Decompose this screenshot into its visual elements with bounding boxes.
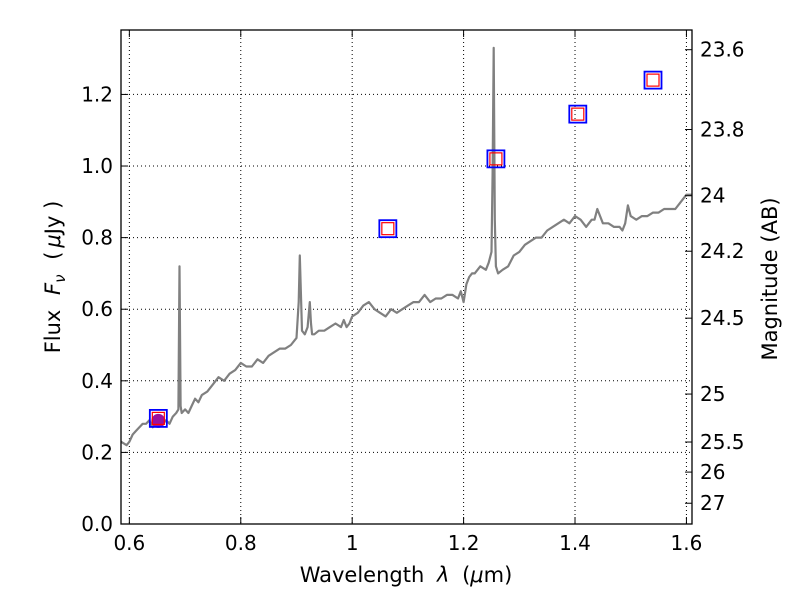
model-marker-outer bbox=[643, 70, 663, 90]
y-tick-label: 0.8 bbox=[81, 226, 113, 250]
y-tick-label: 0.2 bbox=[81, 440, 113, 464]
grid-lines bbox=[121, 30, 692, 525]
x-tick-label: 1 bbox=[346, 531, 359, 555]
x-tick-label: 1.2 bbox=[448, 531, 480, 555]
x-tick-label: 1.6 bbox=[671, 531, 703, 555]
model-marker-inner bbox=[646, 73, 660, 87]
y2-tick-label: 24 bbox=[700, 184, 725, 208]
model-marker-inner bbox=[381, 222, 395, 236]
spectrum-line bbox=[120, 46, 692, 447]
x-tick-label: 0.6 bbox=[113, 531, 145, 555]
plot-frame bbox=[120, 29, 693, 525]
axis-ticks: 0.6 0.8 1 1.2 1.4 1.6 0.0 0.2 0.4 0.6 0.8 1.0 1.2 23.… bbox=[81, 30, 745, 555]
x-tick-label: 1.4 bbox=[559, 531, 591, 555]
x-tick-label: 0.8 bbox=[225, 531, 257, 555]
y-axis-label: Flux Fν (μJy ) bbox=[41, 201, 70, 354]
y-tick-label: 0.0 bbox=[81, 512, 113, 536]
x-axis-label: Wavelength λ (μm) bbox=[300, 563, 513, 587]
model-marker-inner bbox=[489, 152, 503, 166]
y2-tick-label: 27 bbox=[700, 491, 725, 515]
y2-tick-label: 25.5 bbox=[700, 430, 745, 454]
model-marker-outer bbox=[486, 149, 506, 169]
photometry-markers bbox=[148, 70, 663, 428]
model-marker-outer bbox=[148, 408, 168, 428]
y-tick-label: 0.6 bbox=[81, 297, 113, 321]
y2-tick-label: 23.8 bbox=[700, 118, 745, 142]
y2-tick-label: 24.5 bbox=[700, 306, 745, 330]
y-tick-label: 1.2 bbox=[81, 82, 113, 106]
y2-axis-label: Magnitude (AB) bbox=[758, 197, 782, 360]
y2-tick-label: 24.2 bbox=[700, 239, 745, 263]
y-tick-label: 1.0 bbox=[81, 154, 113, 178]
y-tick-label: 0.4 bbox=[81, 369, 113, 393]
model-marker-outer bbox=[568, 104, 588, 124]
model-marker-outer bbox=[378, 219, 398, 239]
y2-tick-label: 26 bbox=[700, 460, 725, 484]
model-marker-inner bbox=[151, 411, 165, 425]
observed-point bbox=[151, 413, 166, 428]
y2-tick-label: 23.6 bbox=[700, 38, 745, 62]
model-marker-inner bbox=[571, 107, 585, 121]
y2-tick-label: 25 bbox=[700, 382, 725, 406]
